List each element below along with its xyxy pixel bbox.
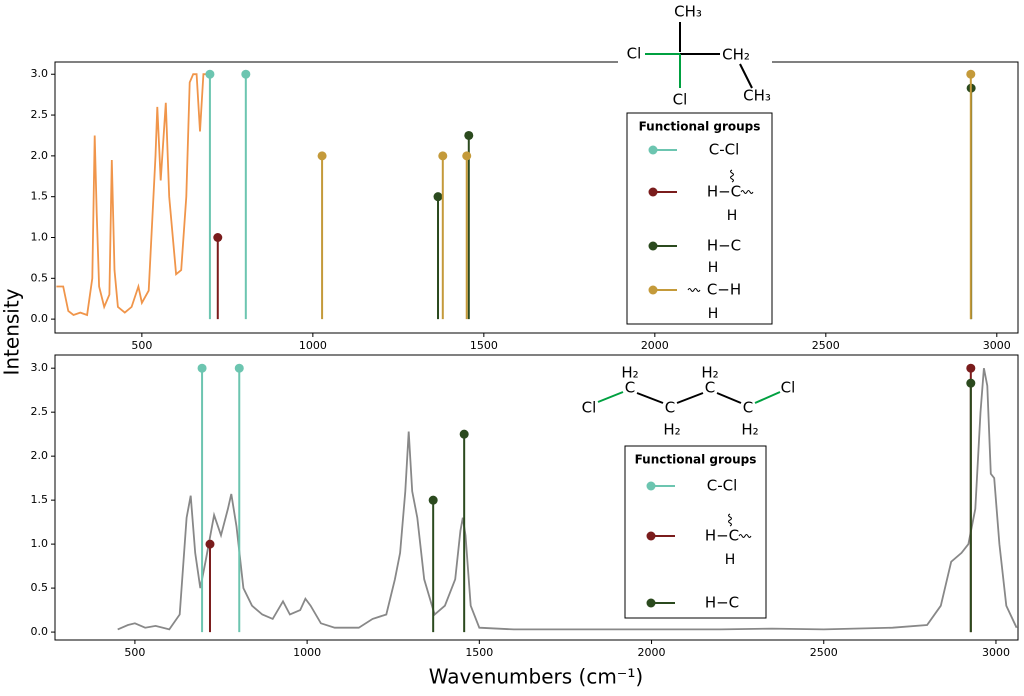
atom-label: H₂: [701, 364, 718, 382]
legend-label-above: H: [708, 260, 719, 276]
y-tick-label: 0.0: [31, 312, 49, 325]
x-tick-label: 1500: [465, 646, 493, 659]
atom-label: CH₃: [674, 3, 702, 21]
stem-marker: [462, 151, 472, 161]
legend-marker: [648, 241, 658, 251]
legend-marker: [646, 531, 656, 541]
y-tick-label: 1.5: [31, 190, 49, 203]
bond: [716, 392, 742, 404]
legend-label: H−C: [707, 237, 741, 255]
legend-marker: [648, 187, 658, 197]
x-tick-label: 2500: [810, 646, 838, 659]
legend-label: H−C: [705, 594, 739, 612]
legend-title: Functional groups: [639, 120, 761, 134]
x-tick-label: 3000: [983, 339, 1011, 352]
stem-marker: [197, 363, 207, 373]
atom-label: H₂: [621, 364, 638, 382]
spectrum-line: [117, 368, 1018, 631]
legend-label: H−C: [707, 183, 741, 201]
stem-marker: [428, 495, 438, 505]
legend-label-below: H: [708, 306, 719, 322]
atom-label: Cl: [627, 45, 642, 63]
atom-label: C: [705, 379, 715, 397]
stem-marker: [464, 130, 474, 140]
x-tick-label: 1500: [470, 339, 498, 352]
y-tick-label: 3.0: [31, 361, 49, 374]
legend-label-below: H: [727, 208, 738, 224]
stem-marker: [213, 232, 223, 242]
legend-title: Functional groups: [635, 453, 757, 467]
y-tick-label: 3.0: [31, 67, 49, 80]
x-tick-label: 500: [124, 646, 145, 659]
atom-label: H₂: [663, 421, 680, 439]
x-tick-label: 2000: [638, 646, 666, 659]
wavy-bond: [730, 169, 734, 183]
y-tick-label: 2.0: [31, 149, 49, 162]
bond: [754, 391, 781, 404]
atom-label: Cl: [781, 379, 796, 397]
legend-marker: [648, 145, 658, 155]
y-tick-label: 2.0: [31, 449, 49, 462]
stem-marker: [966, 69, 976, 79]
wavy-bond: [687, 288, 701, 292]
y-tick-label: 0.0: [31, 625, 49, 638]
y-tick-label: 0.5: [31, 581, 49, 594]
stem-marker: [966, 363, 976, 373]
y-tick-label: 1.0: [31, 230, 49, 243]
atom-label: H₂: [741, 421, 758, 439]
stem-marker: [205, 539, 215, 549]
stem-marker: [205, 69, 215, 79]
y-tick-label: 2.5: [31, 405, 49, 418]
legend-box: [626, 112, 773, 325]
stem-marker: [241, 69, 251, 79]
axes-frame: [54, 61, 1019, 334]
x-tick-label: 1000: [293, 646, 321, 659]
stem-marker: [438, 151, 448, 161]
legend-marker: [646, 481, 656, 491]
y-tick-label: 0.5: [31, 271, 49, 284]
x-tick-label: 3000: [982, 646, 1010, 659]
atom-label: CH₃: [743, 87, 771, 105]
x-tick-label: 2000: [641, 339, 669, 352]
atom-label: Cl: [673, 91, 688, 109]
wavy-bond: [740, 190, 754, 194]
y-tick-label: 1.5: [31, 493, 49, 506]
legend-box: [624, 445, 767, 619]
stem-marker: [317, 151, 327, 161]
bond: [739, 63, 753, 89]
atom-label: C: [625, 379, 635, 397]
legend-label-below: H: [725, 552, 736, 568]
bond: [676, 392, 704, 404]
legend-label: C-Cl: [707, 477, 738, 495]
axes-frame: [54, 354, 1019, 641]
x-tick-label: 1000: [299, 339, 327, 352]
stem-marker: [459, 429, 469, 439]
atom-label: Cl: [582, 399, 597, 417]
x-tick-label: 500: [131, 339, 152, 352]
legend-marker: [648, 285, 658, 295]
stem-marker: [433, 192, 443, 202]
atom-label: CH₂: [722, 46, 750, 64]
legend-marker: [646, 598, 656, 608]
legend-label: C-Cl: [709, 141, 740, 159]
frame-cover: [618, 54, 772, 70]
stem-marker: [234, 363, 244, 373]
legend-label: H−C: [705, 527, 739, 545]
wavy-bond: [728, 513, 732, 527]
y-tick-label: 2.5: [31, 108, 49, 121]
bond: [636, 392, 664, 404]
y-axis-label: Intensity: [0, 288, 24, 375]
stem-marker: [966, 378, 976, 388]
x-axis-label: Wavenumbers (cm⁻¹): [429, 665, 643, 689]
legend-label: C−H: [707, 281, 741, 299]
y-tick-label: 1.0: [31, 537, 49, 550]
atom-label: C: [665, 399, 675, 417]
bond: [597, 391, 624, 403]
x-tick-label: 2500: [812, 339, 840, 352]
wavy-bond: [738, 534, 752, 538]
spectrum-line: [56, 73, 207, 317]
atom-label: C: [743, 399, 753, 417]
